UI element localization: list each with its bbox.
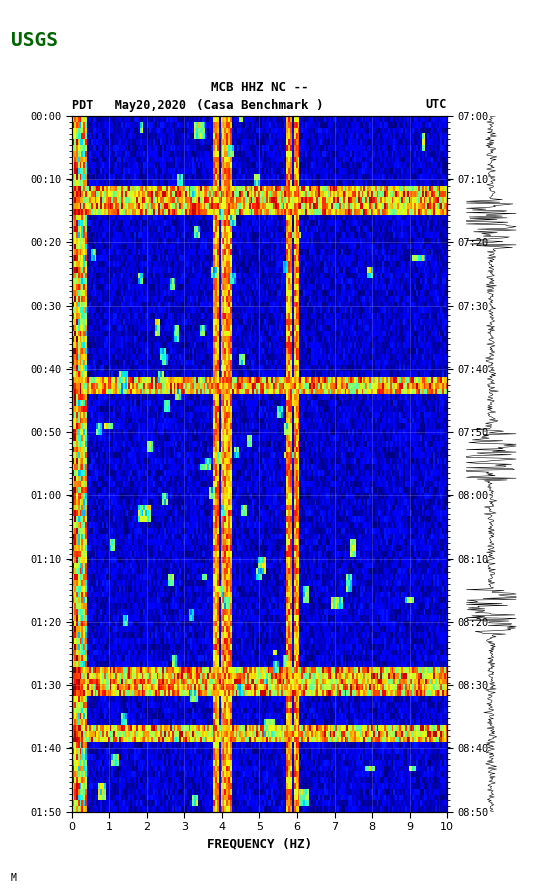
Text: MCB HHZ NC --: MCB HHZ NC -- xyxy=(211,80,308,94)
Text: M: M xyxy=(11,873,17,883)
Text: USGS: USGS xyxy=(11,31,58,50)
Text: PDT   May20,2020: PDT May20,2020 xyxy=(72,98,186,112)
X-axis label: FREQUENCY (HZ): FREQUENCY (HZ) xyxy=(207,838,312,851)
Text: (Casa Benchmark ): (Casa Benchmark ) xyxy=(196,98,323,112)
Text: UTC: UTC xyxy=(426,98,447,112)
